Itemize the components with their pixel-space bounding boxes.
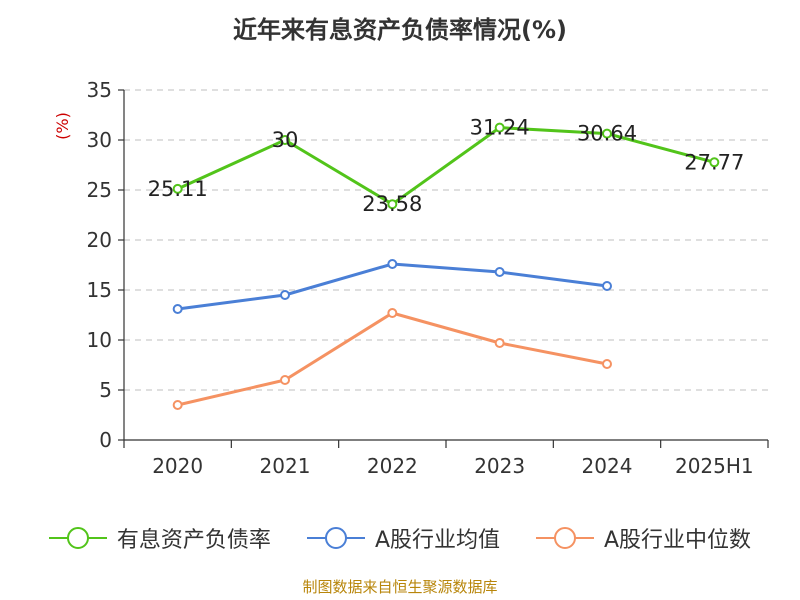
legend-marker-icon xyxy=(48,527,107,549)
data-point xyxy=(494,122,505,133)
legend-marker-icon xyxy=(306,527,365,549)
y-tick-label: 5 xyxy=(99,378,112,402)
data-point xyxy=(280,290,290,300)
legend-label: 有息资产负债率 xyxy=(116,528,271,553)
legend-item[interactable]: A股行业均值 xyxy=(306,522,500,554)
y-tick-label: 25 xyxy=(87,178,112,202)
data-point xyxy=(387,199,398,210)
chart-title: 近年来有息资产负债率情况(%) xyxy=(233,16,567,44)
x-tick-label: 2025H1 xyxy=(675,454,754,478)
data-point xyxy=(172,400,183,410)
data-label: 31.24 xyxy=(470,116,530,140)
legend-label: A股行业均值 xyxy=(374,528,500,553)
data-label: 23.58 xyxy=(362,192,422,216)
data-point xyxy=(602,128,612,139)
data-point xyxy=(172,183,183,194)
series-line xyxy=(177,262,608,311)
data-label: 25.11 xyxy=(148,177,208,201)
chart-legend: 有息资产负债率 A股行业均值 A股行业中位数 xyxy=(0,518,800,558)
y-tick-label: 10 xyxy=(87,328,112,352)
data-point xyxy=(172,304,183,314)
y-tick-label: 35 xyxy=(87,78,112,102)
data-point xyxy=(494,338,505,348)
data-point xyxy=(280,135,290,145)
y-tick-label: 30 xyxy=(87,128,112,152)
data-source-note: 制图数据来自恒生聚源数据库 xyxy=(302,578,498,596)
data-point xyxy=(602,359,612,369)
y-tick-label: 20 xyxy=(87,228,112,252)
x-tick-label: 2023 xyxy=(474,454,525,478)
x-tick-label: 2024 xyxy=(582,454,633,478)
legend-item[interactable]: 有息资产负债率 xyxy=(48,522,271,554)
data-point xyxy=(387,308,398,318)
x-tick-label: 2022 xyxy=(367,454,418,478)
legend-marker-icon xyxy=(536,527,594,549)
data-label: 27.77 xyxy=(684,150,744,174)
y-tick-label: 0 xyxy=(99,428,112,452)
data-point xyxy=(602,281,612,291)
legend-item[interactable]: A股行业中位数 xyxy=(536,522,751,554)
data-point xyxy=(494,267,505,277)
series-line xyxy=(177,126,715,206)
data-label: 30.64 xyxy=(577,122,637,146)
data-point xyxy=(280,375,290,385)
legend-label: A股行业中位数 xyxy=(604,528,752,553)
x-tick-label: 2021 xyxy=(260,454,311,478)
data-point xyxy=(387,259,398,269)
series-line xyxy=(177,311,608,407)
data-label: 30 xyxy=(272,128,299,152)
data-point xyxy=(709,157,720,168)
x-tick-label: 2020 xyxy=(152,454,203,478)
y-tick-label: 15 xyxy=(87,278,112,302)
y-axis-label: (%) xyxy=(53,112,72,140)
